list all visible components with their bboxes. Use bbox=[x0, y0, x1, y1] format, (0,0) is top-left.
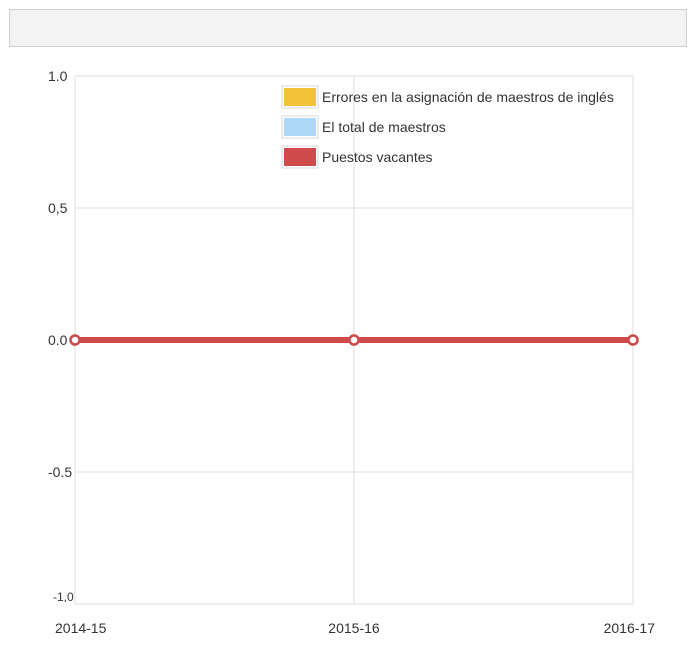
y-tick-label: -0.5 bbox=[48, 464, 72, 480]
x-tick-label: 2015-16 bbox=[328, 620, 380, 636]
data-point[interactable] bbox=[348, 334, 360, 346]
y-tick-label: 0,5 bbox=[48, 200, 68, 216]
chart-legend: Errores en la asignación de maestros de … bbox=[281, 85, 614, 169]
chart-series bbox=[69, 334, 639, 346]
legend-item[interactable]: Puestos vacantes bbox=[281, 145, 433, 169]
data-point[interactable] bbox=[69, 334, 81, 346]
x-axis-ticks: 2014-15 2015-16 2016-17 bbox=[55, 620, 655, 636]
legend-item[interactable]: El total de maestros bbox=[281, 115, 446, 139]
legend-swatch bbox=[284, 148, 316, 166]
y-tick-label: 1.0 bbox=[48, 68, 68, 84]
y-axis-ticks: 1.0 0,5 0.0 -0.5 -1,0 bbox=[48, 68, 74, 604]
y-tick-label: -1,0 bbox=[53, 590, 74, 604]
data-point[interactable] bbox=[627, 334, 639, 346]
legend-label: El total de maestros bbox=[322, 119, 446, 135]
legend-item[interactable]: Errores en la asignación de maestros de … bbox=[281, 85, 614, 109]
legend-swatch bbox=[284, 118, 316, 136]
x-tick-label: 2014-15 bbox=[55, 620, 107, 636]
chart-toolbar-bar bbox=[9, 9, 687, 47]
y-tick-label: 0.0 bbox=[48, 332, 68, 348]
legend-label: Errores en la asignación de maestros de … bbox=[322, 89, 614, 105]
x-tick-label: 2016-17 bbox=[604, 620, 656, 636]
legend-swatch bbox=[284, 88, 316, 106]
legend-label: Puestos vacantes bbox=[322, 149, 433, 165]
